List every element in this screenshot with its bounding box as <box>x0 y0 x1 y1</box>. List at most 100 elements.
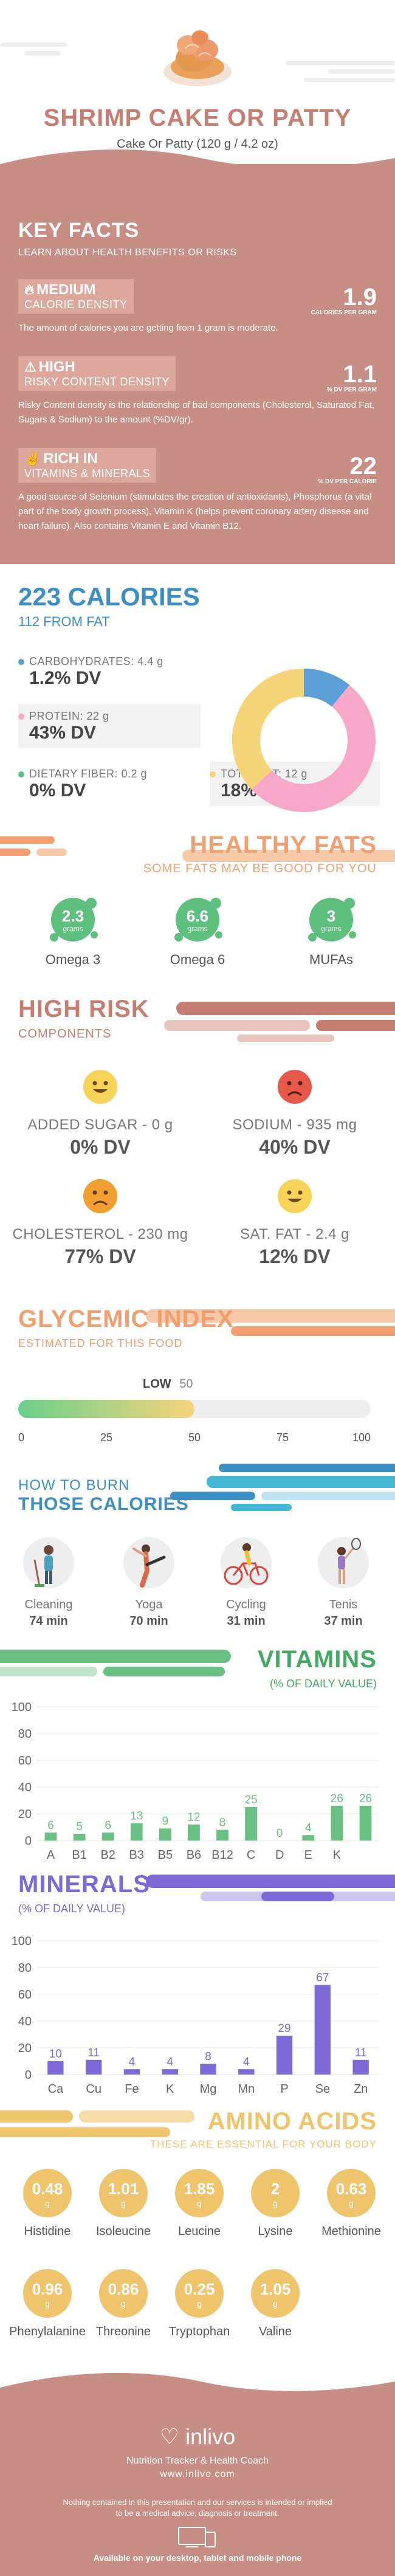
activity-name: Cleaning <box>24 1598 73 1611</box>
x-tick-label: Ca <box>48 2082 64 2096</box>
y-tick-label: 60 <box>18 1754 32 1768</box>
activity-yoga: Yoga 70 min <box>103 1535 194 1628</box>
fact-unit: CALORIES PER GRAM <box>311 309 377 316</box>
glycemic-value: 50 <box>179 1377 193 1391</box>
decor-line <box>286 61 395 65</box>
bar <box>314 1985 331 2075</box>
bar <box>359 1805 372 1841</box>
risk-label: ADDED SUGAR - 0 g <box>27 1117 173 1133</box>
fat-value: 6.6 <box>187 907 208 925</box>
minerals-title: MINERALS <box>18 1871 150 1898</box>
amino-unit: g <box>197 2199 202 2208</box>
x-tick-label: Zn <box>354 2082 368 2096</box>
fact-unit: % DV PER GRAM <box>326 387 377 393</box>
y-tick-label: 40 <box>18 1781 32 1794</box>
amino-unit: g <box>45 2299 50 2309</box>
y-tick-label: 0 <box>25 1834 32 1848</box>
brand-url-link[interactable]: www.inlivo.com <box>160 2469 235 2479</box>
glycemic-tick-label: 0 <box>18 1431 24 1444</box>
bar-value-label: 67 <box>316 1972 329 1985</box>
bar-value-label: 4 <box>129 2056 136 2068</box>
amino-unit: g <box>273 2199 278 2208</box>
bar <box>216 1830 228 1841</box>
fact-value-box: 22 % DV PER CALORIE <box>318 454 377 485</box>
fat-unit: grams <box>187 925 207 933</box>
fact-badge: ⚠ HIGH RISKY CONTENT DENSITY <box>18 356 176 391</box>
bar <box>238 2069 255 2075</box>
fact-level: RICH IN <box>43 450 98 467</box>
amino-acids-section: AMINO ACIDS THESE ARE ESSENTIAL FOR YOUR… <box>0 2108 395 2394</box>
y-tick-label: 100 <box>12 1701 32 1714</box>
x-tick-label: E <box>304 1848 312 1862</box>
bar-value-label: 11 <box>355 2047 367 2059</box>
y-tick-label: 80 <box>18 1727 32 1741</box>
macro-label: DIETARY FIBER: 0.2 g <box>29 768 148 780</box>
x-tick-label: B2 <box>100 1848 115 1862</box>
minerals-section: MINERALS (% OF DAILY VALUE) 0 20 40 60 80 100… <box>0 1871 395 2108</box>
bar-value-label: 29 <box>278 2022 290 2035</box>
healthy-fats-section: HEALTHY FATS SOME FATS MAY BE GOOD FOR Y… <box>0 832 395 990</box>
fact-description: The amount of calories you are getting f… <box>18 323 278 333</box>
wave-divider <box>0 150 395 182</box>
amino-value: 1.85 <box>184 2180 215 2198</box>
glycemic-title: GLYCEMIC INDEX <box>18 1306 234 1332</box>
activity-minutes: 70 min <box>129 1614 168 1628</box>
fact-calorie-density: 🔥︎ MEDIUM CALORIE DENSITY 1.9 CALORIES PE… <box>18 279 377 336</box>
tennis-icon <box>318 1537 369 1588</box>
disclaimer: Nothing contained in this presentation a… <box>63 2498 332 2518</box>
fact-value-box: 1.1 % DV PER GRAM <box>327 362 377 393</box>
x-tick-label: Se <box>315 2082 330 2096</box>
key-facts-title: KEY FACTS <box>18 219 140 242</box>
happy-face-icon <box>83 1070 117 1104</box>
wave-divider <box>0 2373 395 2406</box>
amino-name: Methionine <box>321 2225 381 2238</box>
calories-title: 223 CALORIES <box>18 582 200 611</box>
amino-badge-isoleucine: 1.01 g <box>99 2169 148 2217</box>
fat-unit: grams <box>321 925 341 933</box>
decor-stripes <box>0 2110 194 2137</box>
macro-dv: 1.2% DV <box>29 668 101 688</box>
amino-value: 0.48 <box>32 2180 63 2198</box>
yoga-icon <box>123 1537 174 1588</box>
brand-logo[interactable]: ♡ inlivo <box>0 2424 395 2450</box>
amino-name: Lysine <box>258 2225 293 2238</box>
bar <box>44 1832 57 1841</box>
decor-stripes <box>164 1002 395 1042</box>
amino-title: AMINO ACIDS <box>207 2108 377 2135</box>
bar <box>159 1828 171 1841</box>
amino-badge-methionine: 0.63 g <box>327 2169 376 2217</box>
amino-unit: g <box>273 2299 278 2309</box>
bar <box>245 1807 258 1841</box>
fact-vitamins-minerals: ✌ RICH IN VITAMINS & MINERALS 22 % DV PER… <box>18 448 377 534</box>
fat-value: 2.3 <box>62 907 84 925</box>
cycling-icon <box>221 1537 272 1588</box>
fat-name-mufas: MUFAs <box>309 952 354 967</box>
vitamins-bar-chart: 0 20 40 60 80 100 6 5 6 13 9 12 8 25 0 4 26 26 A B1 B2 B3 B5 B6… <box>12 1701 380 1862</box>
activity-name: Cycling <box>226 1598 266 1611</box>
footer: ♡ inlivo Nutrition Tracker & Health Coac… <box>0 2373 395 2576</box>
macro-carbohydrates: CARBOHYDRATES: 4.4 g 1.2% DV <box>18 649 194 694</box>
bar-value-label: 13 <box>130 1810 143 1822</box>
high-risk-section: HIGH RISK COMPONENTS ADDED SUGAR - 0 g 0… <box>0 990 395 1306</box>
risk-cholesterol: CHOLESTEROL - 230 mg 77% DV <box>9 1178 191 1268</box>
amino-unit: g <box>121 2199 126 2208</box>
risk-dv: 0% DV <box>70 1136 131 1158</box>
mufas-badge: 3 grams <box>308 898 356 942</box>
fact-description: Risky Content density is the relationshi… <box>18 400 375 425</box>
bar <box>352 2059 369 2075</box>
bar <box>47 2061 64 2075</box>
bar-value-label: 4 <box>167 2056 173 2068</box>
activity-minutes: 37 min <box>324 1614 363 1628</box>
x-tick-label: B12 <box>211 1848 233 1862</box>
x-tick-label: C <box>247 1848 255 1862</box>
glycemic-level: LOW <box>143 1377 171 1391</box>
bar-value-label: 8 <box>205 2050 211 2063</box>
risk-dv: 77% DV <box>64 1245 136 1267</box>
high-risk-title: HIGH RISK <box>18 996 149 1022</box>
fact-level: MEDIUM <box>36 281 96 298</box>
bar <box>331 1805 343 1841</box>
x-tick-label: B5 <box>158 1848 173 1862</box>
amino-name: Tryptophan <box>168 2325 230 2338</box>
